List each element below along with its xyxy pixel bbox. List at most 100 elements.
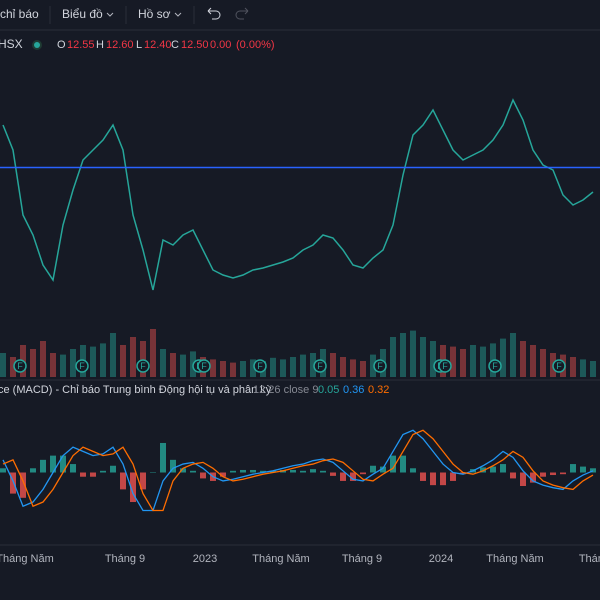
volume-bar — [160, 349, 166, 377]
macd-histogram-bar — [360, 472, 366, 475]
volume-bar — [0, 353, 6, 377]
volume-bar — [330, 353, 336, 377]
event-marker — [313, 359, 327, 373]
macd-histogram-bar — [290, 469, 296, 473]
event-marker — [253, 359, 267, 373]
volume-bar — [10, 357, 16, 377]
macd-histogram-bar — [420, 472, 426, 481]
redo-button[interactable] — [235, 7, 249, 20]
macd-histogram-bar — [490, 466, 496, 473]
event-marker — [438, 359, 452, 373]
macd-histogram-bar — [0, 468, 6, 473]
macd-histogram-bar — [20, 472, 26, 498]
macd-histogram-bar — [590, 468, 596, 473]
profile-menu[interactable]: Hồ sơ — [138, 7, 171, 21]
volume-bar — [590, 361, 596, 377]
macd-histogram-bar — [320, 470, 326, 473]
macd-histogram-bar — [150, 472, 156, 473]
macd-legend-value: 0.32 — [368, 384, 389, 396]
event-marker — [13, 359, 27, 373]
legend-value: 12.60 — [106, 39, 134, 51]
legend-label: L — [136, 39, 142, 51]
macd-histogram-bar — [160, 442, 166, 473]
volume-bar — [340, 357, 346, 377]
macd-histogram-bar — [270, 470, 276, 473]
macd-line — [2, 429, 594, 512]
x-tick-label: Tháng 9 — [579, 553, 600, 565]
legend-value: 12.50 — [181, 39, 209, 51]
volume-bar — [420, 337, 426, 377]
event-marker — [552, 359, 566, 373]
macd-histogram-bar — [510, 472, 516, 479]
volume-bar — [450, 346, 456, 377]
volume-bar — [250, 359, 256, 377]
macd-histogram-bar — [90, 472, 96, 477]
macd-histogram-bar — [80, 472, 86, 477]
toolbar — [0, 0, 600, 30]
indicators-button[interactable]: chỉ báo — [0, 7, 39, 21]
volume-bar — [110, 333, 116, 377]
macd-histogram-bar — [40, 459, 46, 473]
macd-histogram-bar — [560, 472, 566, 475]
volume-bar — [470, 345, 476, 377]
undo-button[interactable] — [207, 7, 221, 20]
event-marker — [136, 359, 150, 373]
macd-histogram-bar — [100, 470, 106, 473]
volume-bar — [520, 341, 526, 377]
volume-bar — [240, 361, 246, 377]
macd-histogram-bar — [530, 472, 536, 483]
volume-bar — [120, 345, 126, 377]
volume-bar — [570, 357, 576, 377]
volume-bar — [390, 337, 396, 377]
event-label: F — [257, 361, 263, 371]
macd-histogram-bar — [480, 467, 486, 473]
event-label: F — [140, 361, 146, 371]
legend-label: H — [96, 39, 104, 51]
volume-bar — [430, 341, 436, 377]
legend-change: 0.00 — [210, 39, 231, 51]
volume-bar — [170, 353, 176, 377]
event-marker — [488, 359, 502, 373]
macd-histogram-bar — [70, 464, 76, 473]
chart-menu[interactable]: Biểu đồ — [62, 7, 103, 21]
x-tick-label: Tháng Năm — [486, 553, 543, 565]
macd-legend-value: 0.36 — [343, 384, 364, 396]
volume-bar — [270, 357, 276, 377]
event-label: F — [317, 361, 323, 371]
event-label: F — [17, 361, 23, 371]
volume-bar — [100, 343, 106, 377]
x-tick-label: Tháng 9 — [105, 553, 145, 565]
volume-bar — [500, 338, 506, 377]
macd-legend-value: 0.05 — [318, 384, 339, 396]
macd-histogram-bar — [110, 465, 116, 473]
macd-histogram-bar — [230, 470, 236, 473]
volume-bar — [580, 359, 586, 377]
volume-bar — [40, 341, 46, 377]
macd-histogram-bar — [460, 472, 466, 475]
volume-bar — [400, 333, 406, 377]
volume-bar — [530, 345, 536, 377]
event-label: F — [442, 361, 448, 371]
volume-bar — [310, 353, 316, 377]
macd-histogram-bar — [220, 472, 226, 477]
x-tick-label: Tháng 9 — [342, 553, 382, 565]
macd-histogram-bar — [260, 470, 266, 473]
volume-bar — [460, 349, 466, 377]
volume-bar — [220, 361, 226, 377]
x-tick-label: Tháng Năm — [0, 553, 54, 565]
event-marker — [373, 359, 387, 373]
macd-histogram-bar — [570, 464, 576, 473]
volume-bar — [130, 337, 136, 377]
volume-bar — [540, 349, 546, 377]
legend-label: O — [57, 39, 66, 51]
volume-bar — [370, 354, 376, 377]
legend-value: 12.40 — [144, 39, 172, 51]
event-marker — [75, 359, 89, 373]
legend-change-pct: (0.00%) — [236, 39, 275, 51]
event-label: F — [201, 361, 207, 371]
macd-histogram-bar — [430, 472, 436, 486]
event-marker — [197, 359, 211, 373]
